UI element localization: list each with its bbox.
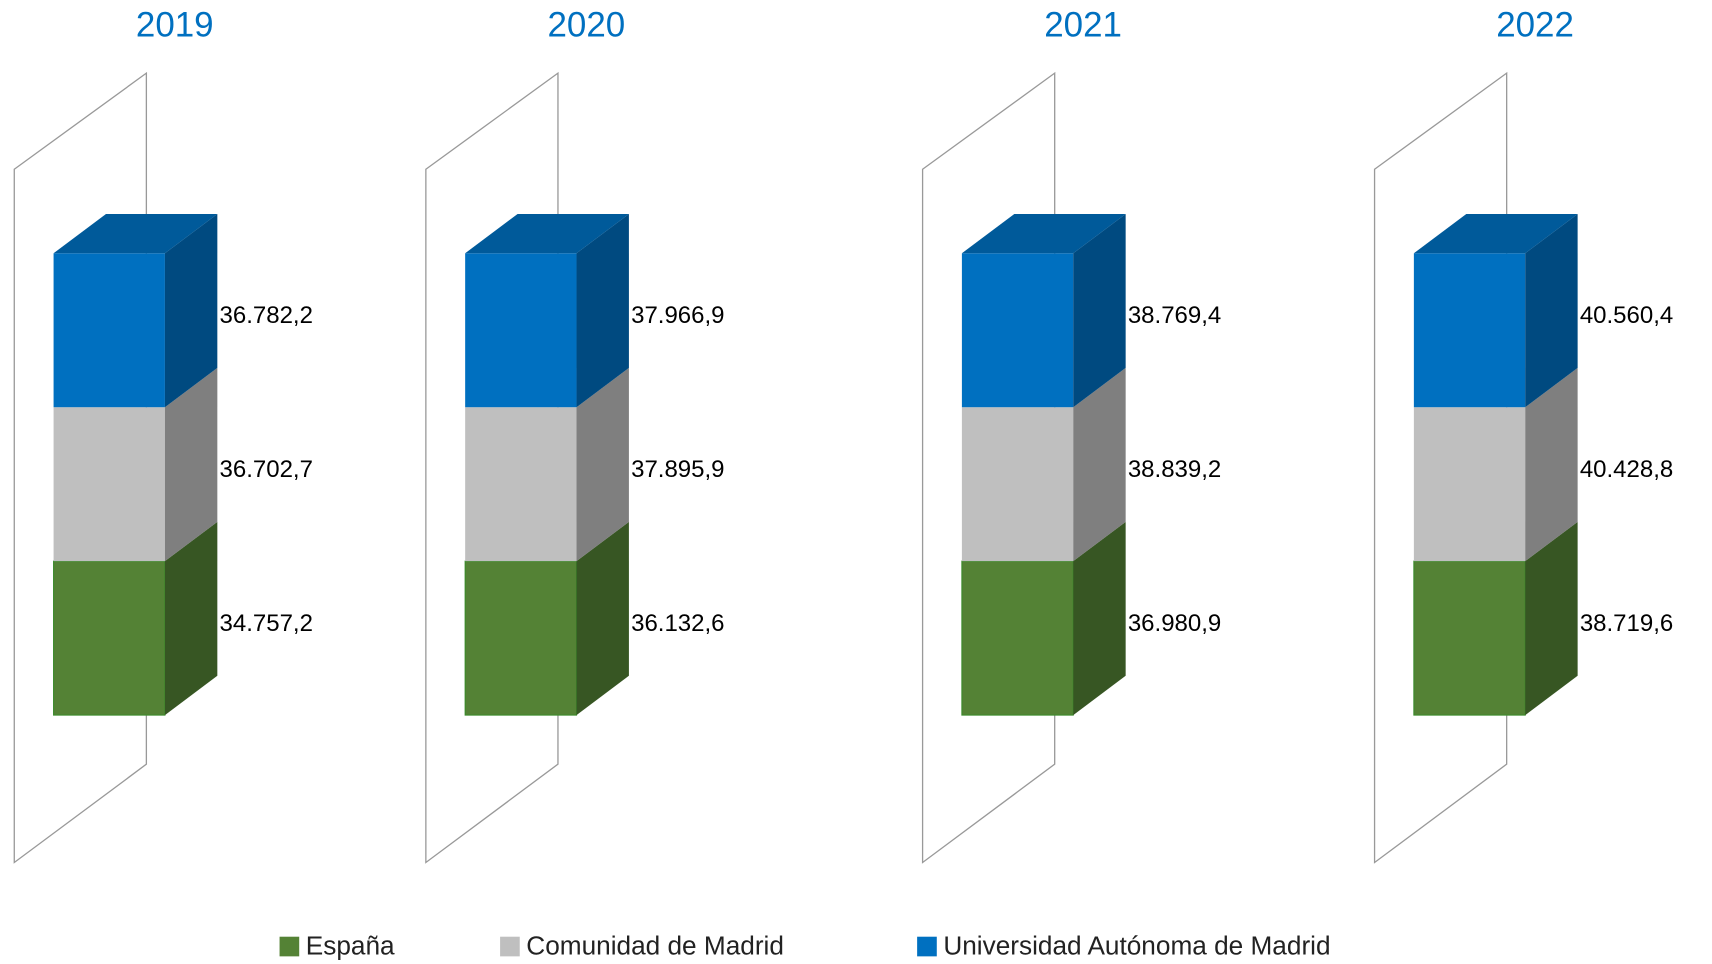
bar-side: [1525, 213, 1578, 408]
value-label: 36.132,6: [631, 610, 724, 637]
bar-top: [53, 213, 218, 254]
bar-front: [53, 560, 166, 716]
bar-front: [961, 253, 1074, 408]
value-label: 40.428,8: [1580, 456, 1673, 483]
legend-swatch: [500, 936, 520, 957]
value-label: 36.702,7: [220, 456, 313, 483]
legend-label: Universidad Autónoma de Madrid: [943, 931, 1330, 961]
bar-side: [164, 521, 218, 716]
bar-side: [1525, 367, 1578, 562]
bar-side: [164, 213, 218, 408]
bar-side: [1073, 521, 1126, 716]
panel-frame: [1373, 71, 1508, 864]
bar-side: [164, 367, 218, 562]
bar-front: [1413, 407, 1526, 562]
panel-frame: [921, 71, 1056, 864]
legend-swatch: [917, 936, 937, 957]
value-label: 37.966,9: [631, 302, 724, 329]
legend-label: España: [306, 931, 395, 961]
legend-swatch: [279, 936, 300, 957]
panel-title: 2019: [136, 6, 214, 45]
bar-side: [1073, 213, 1126, 408]
bar-top: [465, 213, 629, 254]
bar-front: [53, 407, 165, 562]
legend-label: Comunidad de Madrid: [526, 931, 784, 961]
bar-front: [961, 560, 1074, 716]
bar-front: [53, 253, 165, 408]
bar-front: [1413, 253, 1526, 408]
value-label: 37.895,9: [631, 456, 724, 483]
value-label: 36.782,2: [220, 302, 313, 329]
value-label: 38.839,2: [1128, 456, 1221, 483]
bar-side: [576, 521, 629, 716]
value-label: 36.980,9: [1128, 610, 1221, 637]
bar-side: [1525, 521, 1578, 716]
bar-top: [961, 213, 1126, 254]
value-label: 38.719,6: [1580, 610, 1673, 637]
bar-front: [961, 407, 1074, 562]
panel-title: 2020: [547, 6, 625, 45]
bar-front: [1413, 560, 1526, 716]
value-label: 40.560,4: [1580, 302, 1673, 329]
bar-side: [1073, 367, 1126, 562]
panel-frame: [425, 71, 559, 864]
bar-front: [465, 407, 577, 562]
panel-title: 2021: [1044, 6, 1122, 45]
bar-side: [576, 213, 629, 408]
value-label: 34.757,2: [220, 610, 313, 637]
bar-top: [1413, 213, 1578, 254]
bar-front: [465, 253, 577, 408]
bar-side: [576, 367, 629, 562]
value-label: 38.769,4: [1128, 302, 1221, 329]
panel-title: 2022: [1496, 6, 1574, 45]
panel-frame: [13, 71, 148, 864]
bar-front: [464, 560, 578, 716]
